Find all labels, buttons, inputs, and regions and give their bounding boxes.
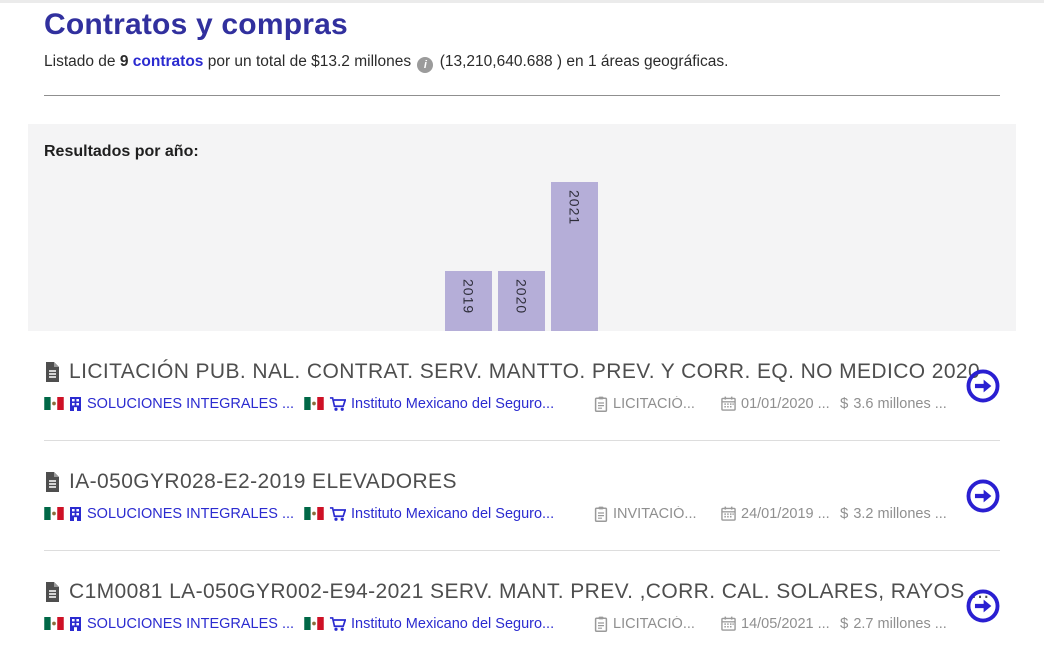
contract-row: LICITACIÓN PUB. NAL. CONTRAT. SERV. MANT… (44, 331, 1000, 441)
buyer-link[interactable]: Instituto Mexicano del Seguro... (351, 615, 555, 632)
open-contract-button[interactable] (966, 369, 1000, 403)
supplier-link[interactable]: SOLUCIONES INTEGRALES ... (87, 615, 295, 632)
chart-bar-2020[interactable]: 2020 (498, 271, 545, 331)
results-summary: Listado de 9 contratos por un total de $… (44, 53, 1000, 73)
contract-title: LICITACIÓN PUB. NAL. CONTRAT. SERV. MANT… (69, 360, 981, 383)
contract-amount: 3.2 millones ... (853, 505, 947, 522)
contract-row: C1M0081 LA-050GYR002-E94-2021 SERV. MANT… (44, 551, 1000, 659)
supplier-cell: SOLUCIONES INTEGRALES ... (44, 616, 304, 632)
info-icon[interactable]: i (417, 57, 434, 73)
contract-amount: 2.7 millones ... (853, 615, 947, 632)
contract-title-link[interactable]: C1M0081 LA-050GYR002-E94-2021 SERV. MANT… (44, 579, 1000, 605)
contract-meta: SOLUCIONES INTEGRALES ... Instituto Mexi… (44, 505, 1000, 522)
mexico-flag-icon (44, 507, 64, 520)
clipboard-icon (594, 396, 608, 412)
calendar-icon (721, 506, 736, 521)
amount-cell: $ 3.2 millones ... (840, 505, 1000, 522)
cart-icon (329, 396, 346, 411)
chart-bar-2019[interactable]: 2019 (445, 271, 492, 331)
contract-date: 01/01/2020 ... (741, 395, 830, 412)
buyer-link[interactable]: Instituto Mexicano del Seguro... (351, 505, 555, 522)
buyer-cell: Instituto Mexicano del Seguro... (304, 506, 594, 522)
buyer-cell: Instituto Mexicano del Seguro... (304, 616, 594, 632)
document-icon (46, 362, 59, 382)
procedure-type-cell: INVITACIÓ... (594, 506, 721, 522)
procedure-type: LICITACIÓ... (613, 615, 695, 632)
top-edge-strip (0, 0, 1044, 3)
chart-heading: Resultados por año: (44, 143, 199, 160)
mexico-flag-icon (44, 397, 64, 410)
contract-title: IA-050GYR028-E2-2019 ELEVADORES (69, 470, 457, 493)
amount-cell: $ 3.6 millones ... (840, 395, 1000, 412)
building-icon (70, 396, 81, 411)
mexico-flag-icon (304, 397, 324, 410)
supplier-cell: SOLUCIONES INTEGRALES ... (44, 396, 304, 412)
date-cell: 01/01/2020 ... (721, 396, 840, 412)
cart-icon (329, 616, 346, 631)
contract-title-link[interactable]: IA-050GYR028-E2-2019 ELEVADORES (44, 469, 1000, 495)
mexico-flag-icon (44, 617, 64, 630)
dollar-icon: $ (840, 395, 849, 412)
year-bars: 2019 2020 2021 (445, 182, 598, 331)
document-icon (46, 472, 59, 492)
procedure-type: LICITACIÓ... (613, 395, 695, 412)
contract-amount: 3.6 millones ... (853, 395, 947, 412)
document-icon (46, 582, 59, 602)
buyer-link[interactable]: Instituto Mexicano del Seguro... (351, 395, 555, 412)
contract-date: 14/05/2021 ... (741, 615, 830, 632)
bar-year-label: 2020 (513, 279, 530, 315)
dollar-icon: $ (840, 615, 849, 632)
supplier-link[interactable]: SOLUCIONES INTEGRALES ... (87, 505, 295, 522)
procedure-type: INVITACIÓ... (613, 505, 697, 522)
clipboard-icon (594, 506, 608, 522)
arrow-right-icon (966, 589, 1000, 623)
buyer-cell: Instituto Mexicano del Seguro... (304, 396, 594, 412)
contract-count: 9 (119, 53, 129, 70)
header-divider (44, 95, 1000, 96)
contract-list: LICITACIÓN PUB. NAL. CONTRAT. SERV. MANT… (44, 331, 1000, 659)
amount-cell: $ 2.7 millones ... (840, 615, 1000, 632)
building-icon (70, 506, 81, 521)
building-icon (70, 616, 81, 631)
calendar-icon (721, 616, 736, 631)
supplier-cell: SOLUCIONES INTEGRALES ... (44, 506, 304, 522)
contract-title: C1M0081 LA-050GYR002-E94-2021 SERV. MANT… (69, 580, 990, 603)
chart-bar-2021[interactable]: 2021 (551, 182, 598, 331)
contract-date: 24/01/2019 ... (741, 505, 830, 522)
date-cell: 14/05/2021 ... (721, 616, 840, 632)
contract-title-link[interactable]: LICITACIÓN PUB. NAL. CONTRAT. SERV. MANT… (44, 359, 1000, 385)
contract-row: IA-050GYR028-E2-2019 ELEVADORES SOLUCION… (44, 441, 1000, 551)
mexico-flag-icon (304, 617, 324, 630)
procedure-type-cell: LICITACIÓ... (594, 616, 721, 632)
procedure-type-cell: LICITACIÓ... (594, 396, 721, 412)
calendar-icon (721, 396, 736, 411)
contract-meta: SOLUCIONES INTEGRALES ... Instituto Mexi… (44, 615, 1000, 632)
summary-prefix: Listado de (44, 53, 116, 70)
arrow-right-icon (966, 369, 1000, 403)
dollar-icon: $ (840, 505, 849, 522)
summary-suffix: en 1 áreas geográficas. (566, 53, 729, 70)
page-title: Contratos y compras (44, 8, 348, 41)
results-by-year-panel: Resultados por año: 2019 2020 2021 (28, 124, 1016, 331)
open-contract-button[interactable] (966, 589, 1000, 623)
cart-icon (329, 506, 346, 521)
summary-total: por un total de $13.2 millones (207, 53, 412, 70)
summary-amount-detail: (13,210,640.688 ) (439, 53, 563, 70)
supplier-link[interactable]: SOLUCIONES INTEGRALES ... (87, 395, 295, 412)
date-cell: 24/01/2019 ... (721, 506, 840, 522)
page-header: Contratos y compras Listado de 9 contrat… (44, 8, 1000, 73)
mexico-flag-icon (304, 507, 324, 520)
arrow-right-icon (966, 479, 1000, 513)
open-contract-button[interactable] (966, 479, 1000, 513)
contract-meta: SOLUCIONES INTEGRALES ... Instituto Mexi… (44, 395, 1000, 412)
bar-year-label: 2021 (566, 190, 583, 226)
contracts-link[interactable]: contratos (132, 53, 204, 70)
bar-year-label: 2019 (460, 279, 477, 315)
clipboard-icon (594, 616, 608, 632)
